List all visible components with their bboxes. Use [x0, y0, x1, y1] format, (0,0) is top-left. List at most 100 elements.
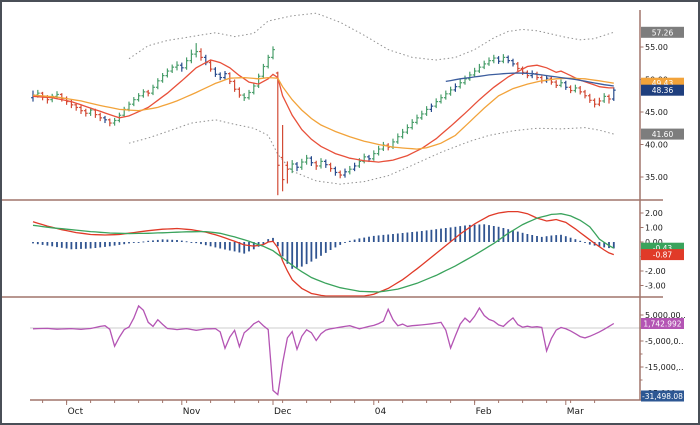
axis-tick-label: 55.00: [645, 43, 668, 52]
price-bar: [419, 110, 424, 120]
price-bar: [607, 94, 611, 104]
macd-red: [32, 210, 615, 297]
value-badge: 41.60: [641, 128, 684, 140]
value-badge: 49.43: [641, 77, 684, 89]
price-bar: [266, 54, 271, 69]
price-bar: [343, 168, 347, 178]
price-bar: [463, 75, 467, 85]
svg-text:49.43: 49.43: [652, 79, 674, 88]
price-bar: [477, 63, 482, 73]
x-axis: Oct Nov Dec 04 Feb Mar: [42, 400, 596, 417]
price-bar: [592, 98, 597, 108]
price-bar: [511, 58, 515, 67]
price-bar: [525, 70, 530, 79]
bollinger-upper: [128, 12, 614, 61]
month-label: Feb: [476, 407, 492, 417]
price-bar: [194, 43, 199, 58]
axis-tick-label: 35.00: [645, 173, 668, 182]
price-bar: [261, 63, 266, 79]
price-bar: [256, 73, 261, 88]
price-bar: [189, 49, 194, 64]
price-bar: [352, 162, 357, 172]
price-bar: [559, 79, 563, 88]
price-bar: [338, 170, 343, 179]
price-bar: [199, 48, 203, 61]
value-badge: -31,498.08: [641, 390, 684, 402]
price-bar: [314, 160, 319, 170]
svg-text:-0.43: -0.43: [653, 244, 673, 253]
price-bar: [295, 162, 299, 172]
price-bar: [79, 105, 83, 114]
price-bar: [309, 156, 314, 166]
price-bar: [453, 83, 458, 92]
price-bar: [323, 159, 328, 168]
price-bar: [112, 117, 117, 126]
price-bar: [83, 108, 88, 117]
price-bar: [563, 80, 568, 90]
price-bar: [573, 84, 578, 93]
price-bar: [74, 102, 79, 111]
signal-green: [32, 213, 615, 293]
price-bar: [242, 93, 247, 101]
value-badge: 1,742.992: [641, 318, 684, 329]
price-bar: [319, 158, 323, 169]
price-bar: [467, 71, 472, 81]
money-flow-purple: [32, 304, 615, 396]
price-bar: [376, 145, 381, 156]
price-bar: [333, 166, 338, 176]
price-bar: [597, 97, 602, 107]
value-badge: 57.26: [641, 26, 684, 38]
price-bar: [443, 90, 448, 100]
axis-tick-label: -5,000,0..: [645, 337, 684, 346]
price-bar: [539, 75, 544, 84]
price-bar: [611, 87, 616, 101]
price-bar: [434, 98, 439, 109]
price-bar: [371, 150, 376, 161]
month-label: Dec: [274, 407, 291, 417]
price-bar: [400, 128, 405, 139]
price-bar: [381, 141, 386, 151]
price-bar: [223, 71, 227, 80]
price-bar: [458, 79, 463, 89]
price-bar: [103, 115, 107, 124]
price-bar: [290, 160, 295, 174]
svg-text:57.26: 57.26: [652, 28, 674, 37]
axis-tick-label: -15,000,..: [645, 363, 684, 372]
price-bar: [251, 83, 256, 95]
month-label: Nov: [183, 407, 201, 417]
axis-tick-label: 40.00: [645, 141, 668, 150]
price-bar: [501, 54, 506, 64]
axis-tick-label: 0.00: [645, 238, 663, 247]
price-panel: [31, 12, 616, 196]
price-bar: [175, 61, 179, 71]
price-bar: [515, 61, 520, 72]
axis-tick-label: 45.00: [645, 108, 668, 117]
price-bar: [578, 86, 583, 95]
price-bar: [535, 71, 539, 81]
panel-frame: [2, 10, 663, 401]
ma-fast-red: [32, 59, 614, 163]
price-bar: [247, 89, 251, 100]
value-badges: 57.26 49.43 48.36 41.60 -0.43 -0.87 1,74…: [641, 26, 684, 402]
price-bar: [136, 93, 141, 102]
price-bar: [496, 56, 501, 64]
price-bar: [506, 55, 511, 64]
price-bar: [155, 78, 160, 90]
price-bar: [487, 57, 491, 66]
price-bar: [304, 154, 309, 165]
price-bar: [448, 86, 453, 96]
price-bar: [415, 114, 419, 125]
price-bar: [280, 125, 285, 192]
price-bar: [439, 94, 443, 104]
price-bar: [429, 103, 434, 112]
price-bar: [328, 162, 333, 172]
price-bar: [424, 106, 429, 116]
price-bar: [347, 165, 352, 175]
value-badge: 48.36: [641, 84, 684, 96]
price-bar: [583, 89, 587, 99]
value-badge: -0.43: [641, 242, 684, 254]
price-bar: [410, 119, 415, 130]
price-bar: [232, 79, 237, 92]
price-bar: [141, 89, 146, 98]
